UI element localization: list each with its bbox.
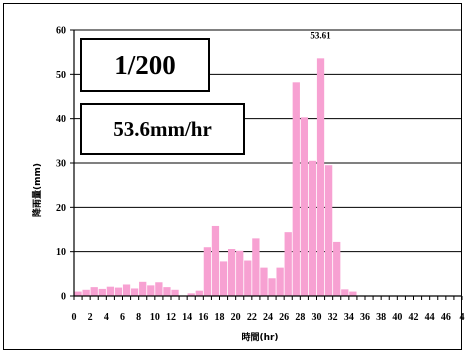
bar-hour-30 [308, 160, 317, 296]
x-tick-label-28: 28 [295, 312, 305, 323]
bar-hour-2 [82, 289, 90, 296]
x-tick-label-26: 26 [279, 312, 289, 323]
x-tick-label-32: 32 [328, 312, 338, 323]
x-ticks: 0 2 4 6 8 10 12 14 16 18 20 22 24 26 28 30 32 34 36 38 40 42 4… [72, 296, 465, 323]
bar-hour-21 [236, 250, 244, 296]
bar-hour-28 [292, 82, 300, 297]
bar-hour-9 [139, 281, 147, 296]
x-tick-label-48: 4 [460, 312, 465, 323]
x-tick-label-44: 44 [425, 312, 435, 323]
x-tick-label-10: 10 [150, 312, 160, 323]
x-tick-label-20: 20 [231, 312, 241, 323]
bar-hour-18 [211, 225, 220, 296]
bar-hour-22 [244, 260, 252, 296]
bar-hour-13 [171, 289, 179, 296]
bar-hour-19 [219, 261, 228, 296]
bar-hour-15 [187, 293, 195, 296]
bar-hour-12 [163, 287, 171, 296]
bar-hour-25 [268, 278, 276, 296]
bar-hour-1 [74, 291, 82, 296]
y-tick-label-20: 20 [56, 203, 66, 214]
bar-hour-33 [333, 241, 341, 296]
bar-hour-10 [147, 285, 155, 296]
bar-hour-4 [98, 288, 106, 296]
x-tick-label-36: 36 [360, 312, 370, 323]
bar-hour-16 [195, 290, 203, 296]
annotations: 53.61 [310, 30, 331, 40]
x-tick-label-16: 16 [198, 312, 208, 323]
peak-value-label: 53.61 [310, 30, 331, 40]
bar-hour-3 [90, 287, 98, 296]
y-tick-label-40: 40 [56, 114, 66, 125]
bar-hour-35 [349, 291, 357, 296]
bar-hour-34 [341, 289, 349, 296]
bar-hour-26 [276, 267, 284, 296]
y-ticks: 0 10 20 30 40 50 60 [56, 26, 74, 303]
y-axis-label: 降雨量(mm) [31, 163, 43, 217]
y-tick-label-0: 0 [61, 292, 66, 303]
bar-hour-23 [252, 238, 260, 296]
return-period-box: 1/200 [80, 38, 210, 92]
x-tick-label-38: 38 [376, 312, 386, 323]
x-tick-label-14: 14 [182, 312, 192, 323]
bar-hour-5 [106, 286, 115, 296]
bar-hour-6 [114, 287, 123, 296]
x-tick-label-24: 24 [263, 312, 273, 323]
bar-hour-29 [300, 117, 309, 296]
bar-hour-31 [316, 58, 325, 297]
y-tick-label-50: 50 [56, 70, 66, 81]
x-axis-label: 時間(hr) [241, 331, 278, 343]
bar-hour-17 [203, 247, 212, 296]
x-tick-label-8: 8 [136, 312, 141, 323]
bar-hour-24 [260, 267, 268, 296]
max-intensity-box: 53.6mm/hr [80, 103, 245, 155]
x-tick-label-30: 30 [312, 312, 322, 323]
bar-hour-20 [227, 249, 236, 296]
x-tick-label-0: 0 [72, 312, 77, 323]
bar-hour-27 [284, 232, 292, 296]
y-tick-label-30: 30 [56, 159, 66, 170]
x-tick-label-40: 40 [392, 312, 402, 323]
bar-hour-11 [155, 282, 163, 296]
x-tick-label-46: 46 [441, 312, 451, 323]
max-intensity-text: 53.6mm/hr [113, 116, 212, 141]
bar-hour-8 [130, 288, 139, 296]
bar-hour-7 [122, 284, 131, 296]
x-tick-label-22: 22 [247, 312, 257, 323]
return-period-text: 1/200 [114, 49, 176, 80]
x-tick-label-34: 34 [344, 312, 354, 323]
y-tick-label-60: 60 [56, 26, 66, 37]
y-tick-label-10: 10 [56, 247, 66, 258]
x-tick-label-4: 4 [104, 312, 109, 323]
x-tick-label-18: 18 [215, 312, 225, 323]
x-tick-label-2: 2 [88, 312, 93, 323]
x-tick-label-12: 12 [166, 312, 176, 323]
x-tick-label-6: 6 [120, 312, 125, 323]
bars [74, 58, 357, 297]
x-tick-label-42: 42 [409, 312, 419, 323]
bar-hour-32 [324, 165, 333, 296]
